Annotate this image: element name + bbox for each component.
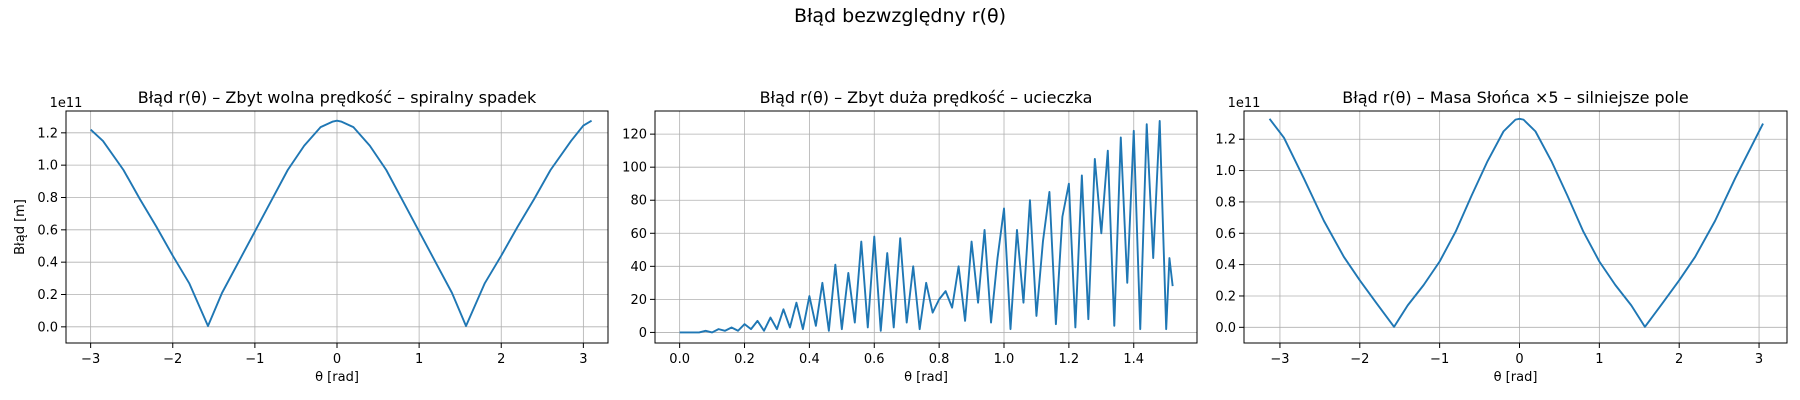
subplot-1: −3 −2 −1 0 1 2 3 0.0 0.2 0.4 0.6 0.8 1.0 1.2 Błąd r(θ)… xyxy=(13,88,609,385)
y-tick-label: 0 xyxy=(639,326,647,341)
subplot-title: Błąd r(θ) – Zbyt wolna prędkość – spiral… xyxy=(138,88,537,107)
x-tick-label: 3 xyxy=(579,352,587,367)
x-tick-label: 1 xyxy=(415,352,423,367)
x-tick-label: 0.6 xyxy=(864,352,885,367)
y-tick-label: 0.8 xyxy=(37,191,58,206)
y-tick-label: 100 xyxy=(622,161,647,176)
axes-frame xyxy=(1243,110,1788,344)
x-tick-label: 2 xyxy=(1675,352,1683,367)
x-tick-label: 0.2 xyxy=(734,352,755,367)
y-tick-label: 20 xyxy=(630,293,647,308)
x-tick-label: −1 xyxy=(1430,352,1449,367)
x-tick-label: 0.4 xyxy=(799,352,820,367)
axes-frame xyxy=(654,110,1198,344)
x-axis-label: θ [rad] xyxy=(315,370,359,385)
x-tick-label: −3 xyxy=(1270,352,1289,367)
x-tick-label: 1.4 xyxy=(1123,352,1144,367)
x-tick-label: 1.2 xyxy=(1059,352,1080,367)
y-tick-label: 0.0 xyxy=(1215,321,1236,336)
y-tick-label: 0.2 xyxy=(37,288,58,303)
y-tick-label: 0.2 xyxy=(1215,289,1236,304)
subplots: −3 −2 −1 0 1 2 3 0.0 0.2 0.4 0.6 0.8 1.0 1.2 Błąd r(θ)… xyxy=(13,88,1788,385)
x-tick-label: 0 xyxy=(333,352,341,367)
y-tick-label: 1.0 xyxy=(37,159,58,174)
x-axis-label: θ [rad] xyxy=(904,370,948,385)
figure-suptitle: Błąd bezwzględny r(θ) xyxy=(794,5,1006,27)
y-tick-label: 0.0 xyxy=(37,320,58,335)
x-tick-label: −3 xyxy=(81,352,100,367)
y-tick-label: 40 xyxy=(630,260,647,275)
x-tick-label: 3 xyxy=(1755,352,1763,367)
series-line xyxy=(679,119,1174,334)
y-tick-label: 1.0 xyxy=(1215,164,1236,179)
subplot-title: Błąd r(θ) – Masa Słońca ×5 – silniejsze … xyxy=(1342,88,1689,107)
subplot-2: 0.0 0.2 0.4 0.6 0.8 1.0 1.2 1.4 0 20 40 60 80 100 120 B… xyxy=(622,88,1198,385)
y-axis-label: Błąd [m] xyxy=(13,199,28,255)
y-tick-label: 0.4 xyxy=(37,256,58,271)
x-tick-label: 0.0 xyxy=(669,352,690,367)
y-tick-label: 120 xyxy=(622,128,647,143)
series-line xyxy=(1268,117,1764,328)
subplot-3: −3 −2 −1 0 1 2 3 0.0 0.2 0.4 0.6 0.8 1.0 1.2 Błąd r(θ)… xyxy=(1215,88,1788,385)
x-tick-label: 1 xyxy=(1595,352,1603,367)
y-tick-label: 0.6 xyxy=(1215,227,1236,242)
x-tick-label: −1 xyxy=(245,352,264,367)
y-tick-label: 0.4 xyxy=(1215,258,1236,273)
x-tick-label: 1.0 xyxy=(994,352,1015,367)
x-tick-label: 0.8 xyxy=(929,352,950,367)
y-tick-label: 0.8 xyxy=(1215,195,1236,210)
y-offset-text: 1e11 xyxy=(50,96,83,111)
subplot-title: Błąd r(θ) – Zbyt duża prędkość – ucieczk… xyxy=(760,88,1093,107)
y-tick-label: 1.2 xyxy=(1215,133,1236,148)
x-tick-label: −2 xyxy=(163,352,182,367)
x-tick-label: −2 xyxy=(1350,352,1369,367)
y-tick-label: 0.6 xyxy=(37,223,58,238)
y-tick-label: 60 xyxy=(630,227,647,242)
y-tick-label: 1.2 xyxy=(37,126,58,141)
series-line xyxy=(89,119,593,327)
x-tick-label: 0 xyxy=(1515,352,1523,367)
y-offset-text: 1e11 xyxy=(1228,96,1261,111)
y-tick-label: 80 xyxy=(630,194,647,209)
x-tick-label: 2 xyxy=(497,352,505,367)
x-axis-label: θ [rad] xyxy=(1494,370,1538,385)
